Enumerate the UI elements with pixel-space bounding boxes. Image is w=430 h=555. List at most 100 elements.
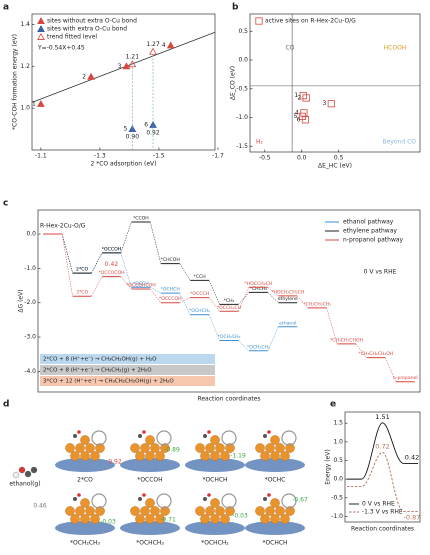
graphene-sheet [185,458,245,472]
step-energy: -0.71 [160,517,176,524]
state-label: 2*CO [77,477,93,484]
x-tick-label: -0.5 [259,155,271,162]
state-label: *CH₂CH₂CH₃ [303,301,331,307]
cu-atom [225,506,235,516]
structure [245,430,305,472]
value-label: 1.51 [375,413,389,421]
energy-profile [347,422,418,480]
ethanol-atom [12,471,20,479]
fit-line [31,31,216,103]
cu-atom [210,498,220,508]
y-tick-label: 1.0 [333,438,343,445]
step-energy: -0.89 [164,447,180,454]
state-label: *OCCOH [137,477,162,484]
y-tick-label: -1.0 [236,114,248,121]
point-label: 2 [82,73,86,80]
cu-atom [270,514,280,524]
value-label: 1.21 [126,54,140,61]
start-label: R-Hex-2Cu-O/G [40,223,86,230]
state-label: *OCH₂CH₂ [218,334,241,340]
cu-atom [210,514,220,524]
cu-atom [155,514,165,524]
state-label: *CH₂ [224,298,235,304]
cu-atom [95,443,105,453]
cu-atom [195,506,205,516]
step-energy: 0.46 [33,503,47,510]
structure [55,493,115,535]
y-tick-label: 0.0 [333,476,343,483]
value-label: 0.90 [126,134,140,141]
state-label: *OCHCH [161,287,180,293]
cu-atom [150,443,160,453]
y-tick-label: 1.5 [333,420,343,427]
point [149,120,157,128]
y-tick-label: 0.0 [26,231,36,238]
state-label: *OCCCH [190,291,209,297]
point [149,47,157,55]
adsorbate [203,434,207,438]
structure [185,493,245,535]
ethanol-atom [30,466,38,474]
x-axis-label: 2 *CO adsorption (eV) [91,161,157,168]
region-label: CO [286,45,295,52]
cu-atom [95,506,105,516]
energy-profile [347,451,418,513]
equation-box [40,365,215,375]
cu-atom [155,451,165,461]
graphene-sheet [120,458,180,472]
state-label: *OCHCH [202,477,227,484]
connector [267,287,279,297]
graphene-sheet [55,521,115,535]
x-axis-label: ΔE_HC (eV) [318,163,352,170]
graphene-sheet [245,521,305,535]
point-label: 6 [144,121,148,128]
cu-atom [135,451,145,461]
cu-atom [275,506,285,516]
structure [55,430,115,472]
cu-atom [270,435,280,445]
y-tick-label: -4.0 [24,368,36,375]
equation-box [40,376,215,386]
point [302,94,310,102]
cu-atom [145,451,155,461]
legend-marker [37,24,45,32]
connector [238,292,250,305]
cu-atom [220,514,230,524]
state-label: *OCCOCOH [98,270,124,276]
connector [150,221,162,264]
state-label: *CHCH₂ [250,286,268,292]
cu-atom [255,506,265,516]
connector [150,287,161,294]
cu-atom [75,506,85,516]
plot-frame [37,209,421,393]
cu-atom [280,514,290,524]
legend-label: 0 V vs RHE [362,501,395,508]
y-tick-label: 0.0 [238,57,248,64]
cu-atom [210,451,220,461]
legend-marker [255,17,263,25]
cu-atom [65,506,75,516]
adsorbate [267,430,271,434]
state-label: *OCCH₂CH [217,305,241,311]
state-label: 2*CO [76,267,88,273]
barrier-label: 0.42 [105,261,119,268]
connector [208,297,220,312]
cu-atom [210,435,220,445]
cu-atom [90,451,100,461]
state-label: *HOCCH₂CH [245,281,273,287]
y-tick-label: 1.0 [20,105,30,112]
state-label: *OCHCH [262,540,287,547]
cu-atom [70,514,80,524]
legend-label: n-propanol pathway [343,237,404,244]
state-label: *OCHC [265,477,286,484]
panel-letter: c [3,199,8,209]
step-energy: -0.67 [292,497,308,504]
adsorbate [263,497,267,501]
equation: 2*CO + 8 (H⁺+e⁻) → CH₂CH₂(g) + 2H₂O [43,367,152,374]
x-axis-label: Reaction coordinates [351,526,414,533]
cu-atom [145,498,155,508]
state-label: *OCH₂CH₃ [247,344,270,350]
value-label: -0.87 [404,514,421,522]
x-tick-label: 0.0 [297,155,307,162]
state-label: *OCCOH [102,246,121,252]
